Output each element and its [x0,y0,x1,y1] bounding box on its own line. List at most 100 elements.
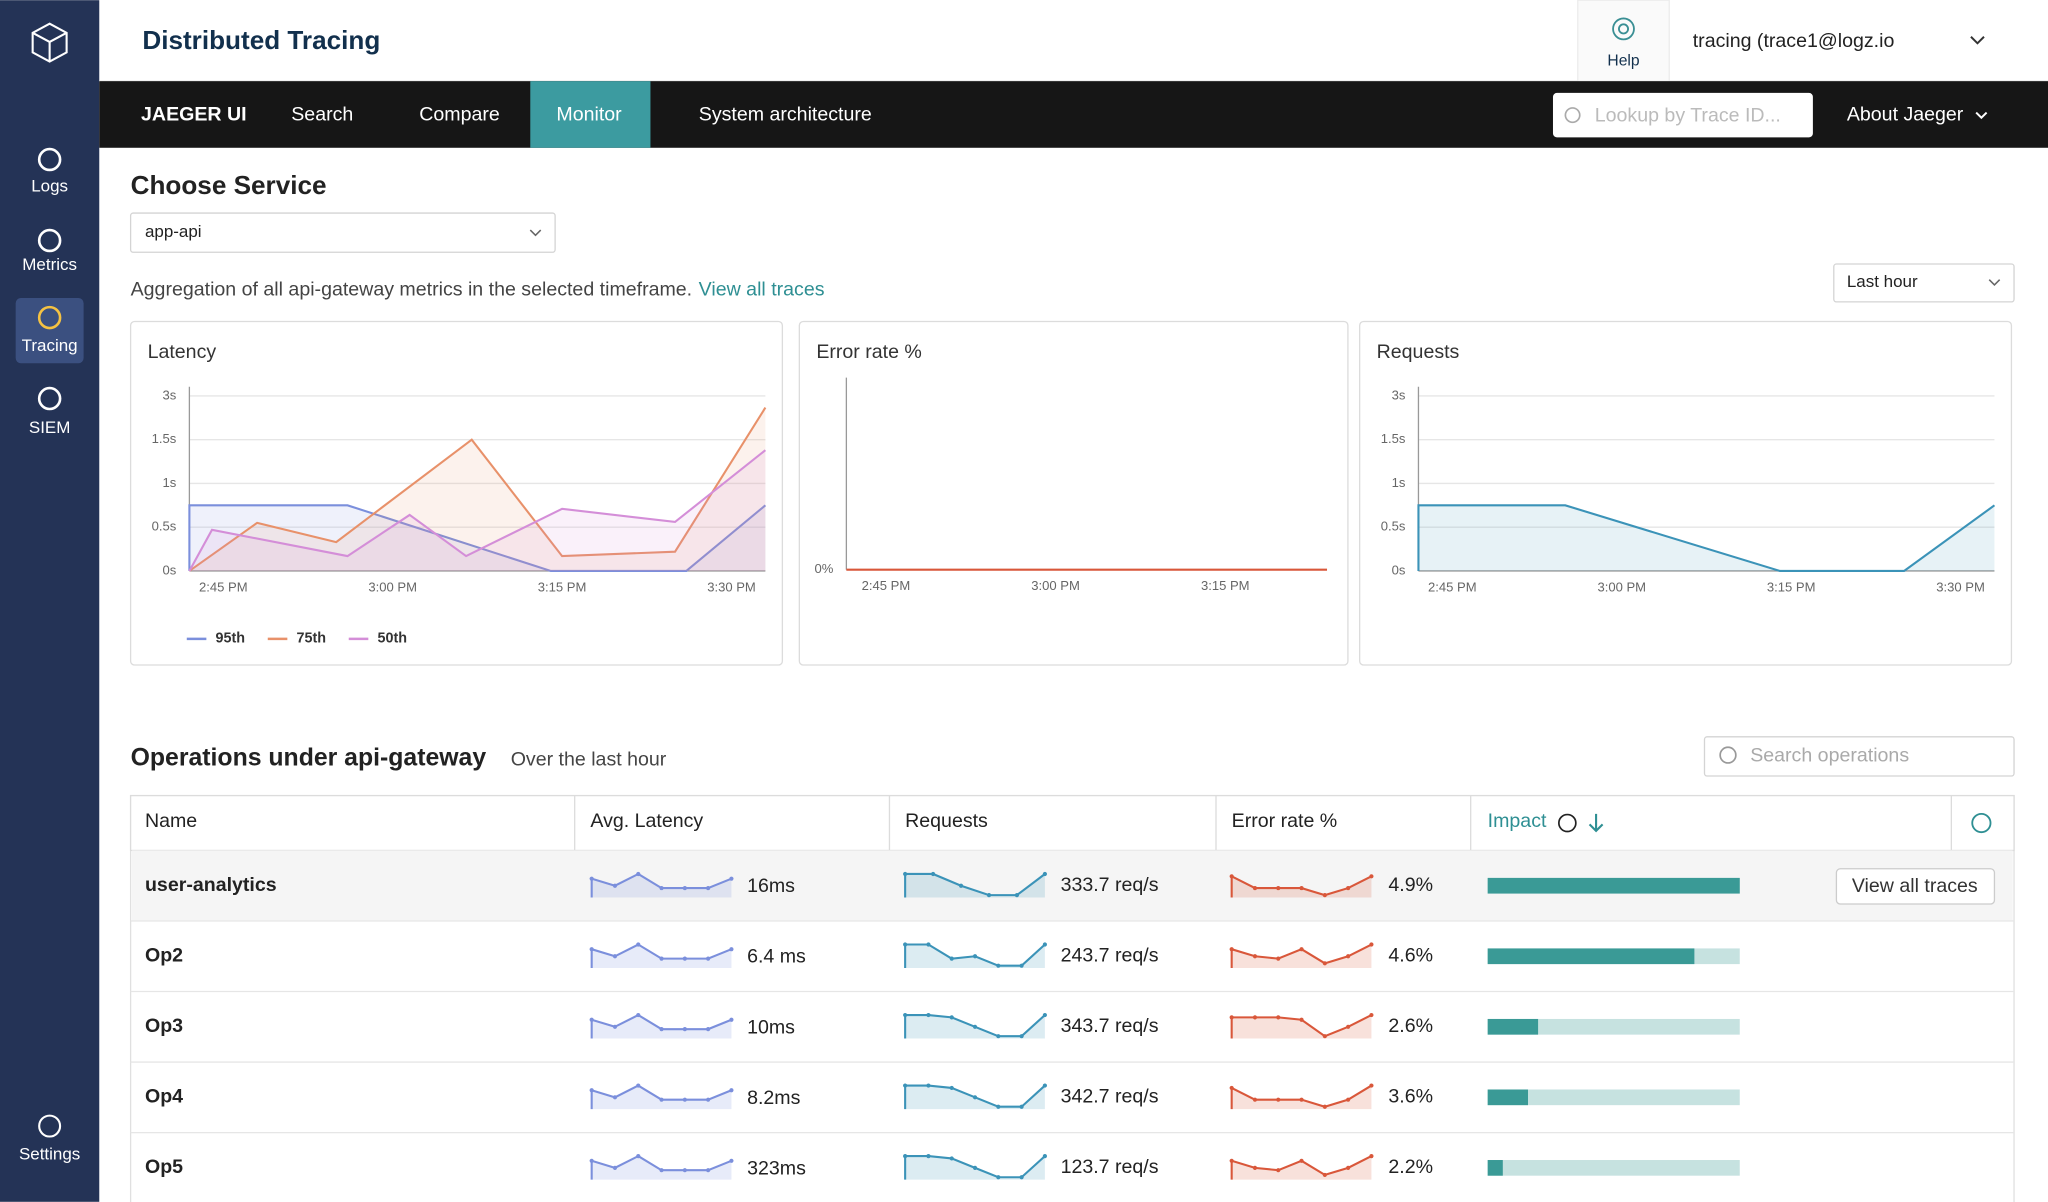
sparkline-dot [1276,885,1281,891]
sparkline-dot [1369,1083,1374,1088]
sparkline-dot [1042,871,1047,877]
link[interactable]: View all traces [699,278,825,300]
operations-search[interactable] [1703,736,2015,777]
sparkline-dot [1229,1158,1234,1163]
sparkline-dot [729,1158,734,1163]
select-chevron [529,229,542,237]
sparkline-dot [903,1154,908,1159]
sparkline-dot [949,1015,954,1020]
search-placeholder: Lookup by Trace ID... [1595,105,1781,127]
column-header[interactable]: Impact [1488,810,1547,832]
impact-bar [1487,948,1695,965]
y-tick-label: 1s [163,475,177,490]
help-label[interactable]: Help [1607,53,1639,70]
operation-name[interactable]: Op2 [145,944,183,966]
sparkline-dot [636,1012,641,1018]
sparkline-dot [1322,1172,1327,1178]
sparkline-dot [1299,947,1304,952]
sparkline-dot [659,1097,664,1102]
user-menu[interactable]: tracing (trace1@logz.io [1693,30,1895,52]
nav-icon [37,305,62,330]
sidebar-label[interactable]: SIEM [29,418,71,437]
sparkline-dot [996,1175,1001,1180]
help-box[interactable] [1577,0,1670,82]
sparkline [904,1155,1046,1180]
sparkline [590,943,732,969]
settings-icon [38,1114,62,1138]
sparkline-dot [1322,893,1327,898]
sparkline-fill [1231,944,1372,969]
operation-name[interactable]: Op3 [145,1015,183,1037]
sparkline-dot [996,963,1001,968]
impact-bar [1487,1160,1503,1176]
sparkline-dot [1229,874,1234,879]
sparkline-dot [706,1168,711,1173]
nav-item[interactable]: Search [291,103,353,125]
sparkline [590,1154,732,1180]
description: Aggregation of all api-gateway metrics i… [131,278,693,300]
sparkline-dot [636,1154,641,1159]
user-chevron[interactable] [1970,36,1985,45]
sparkline-dot [729,947,734,952]
impact-track [1487,1018,1740,1035]
sort-arrow[interactable] [1588,813,1604,833]
sparkline-dot [972,1024,978,1029]
sparkline-dot [1276,1097,1281,1102]
about-chevron[interactable] [1975,111,1988,120]
search-icon [1564,107,1581,124]
sparkline-dot [1369,942,1374,947]
sparkline-dot [1346,954,1351,959]
sparkline-dot [996,1034,1001,1039]
y-tick-label: 0s [1392,562,1406,577]
select-chevron [1988,279,2001,287]
sparkline-dot [1042,1083,1047,1088]
sparkline-dot [972,1095,978,1100]
sparkline-dot [706,956,711,961]
sparkline-dot [682,1097,687,1102]
latency-value: 6.4 ms [747,946,806,968]
operation-name[interactable]: Op4 [145,1085,183,1107]
table-header [129,794,2015,852]
nav-item[interactable]: Monitor [556,103,622,125]
sidebar-label[interactable]: Settings [19,1144,80,1163]
sparkline-dot [659,1168,664,1173]
requests-value: 342.7 req/s [1061,1085,1159,1107]
sidebar-label[interactable]: Tracing [22,336,78,355]
sparkline-dot [1252,1097,1258,1102]
page-title: Distributed Tracing [142,25,380,55]
x-tick-label: 2:45 PM [1428,579,1477,594]
area-fill [189,450,766,571]
sparkline-dot [1252,954,1258,959]
sparkline-dot [1252,1015,1258,1020]
button-label[interactable]: View all traces [1852,875,1978,897]
sparkline-dot [1014,893,1020,898]
trace-search[interactable] [1552,92,1813,138]
nav-item[interactable]: System architecture [699,103,872,125]
nav-item[interactable]: Compare [419,103,500,125]
select-value: app-api [145,222,202,241]
sidebar-label[interactable]: Logs [31,176,68,195]
sidebar-label[interactable]: Metrics [22,255,77,274]
series-line [188,407,767,572]
sparkline-dot [1369,1012,1374,1018]
operation-name[interactable]: Op5 [145,1156,183,1178]
settings-icon[interactable] [1971,812,1992,834]
timeframe-select[interactable] [1833,263,2015,303]
sparkline-dot [682,1168,687,1173]
y-tick-label: 0% [814,561,833,576]
x-tick-label: 3:15 PM [1767,579,1816,594]
service-select[interactable] [129,212,556,253]
sparkline-dot [1299,1097,1304,1102]
sparkline-dot [589,1088,594,1093]
nav-item[interactable]: About Jaeger [1847,103,1964,125]
operation-name[interactable]: user-analytics [145,874,277,896]
sparkline [590,1013,732,1039]
x-tick-label: 3:15 PM [1201,578,1250,593]
sparkline-dot [1346,1024,1351,1029]
sparkline-dot [589,1158,594,1163]
x-tick-label: 2:45 PM [199,579,248,594]
view-traces-button[interactable] [1835,868,1996,905]
sparkline-dot [903,1083,908,1088]
nav-brand[interactable]: JAEGER UI [141,103,247,125]
